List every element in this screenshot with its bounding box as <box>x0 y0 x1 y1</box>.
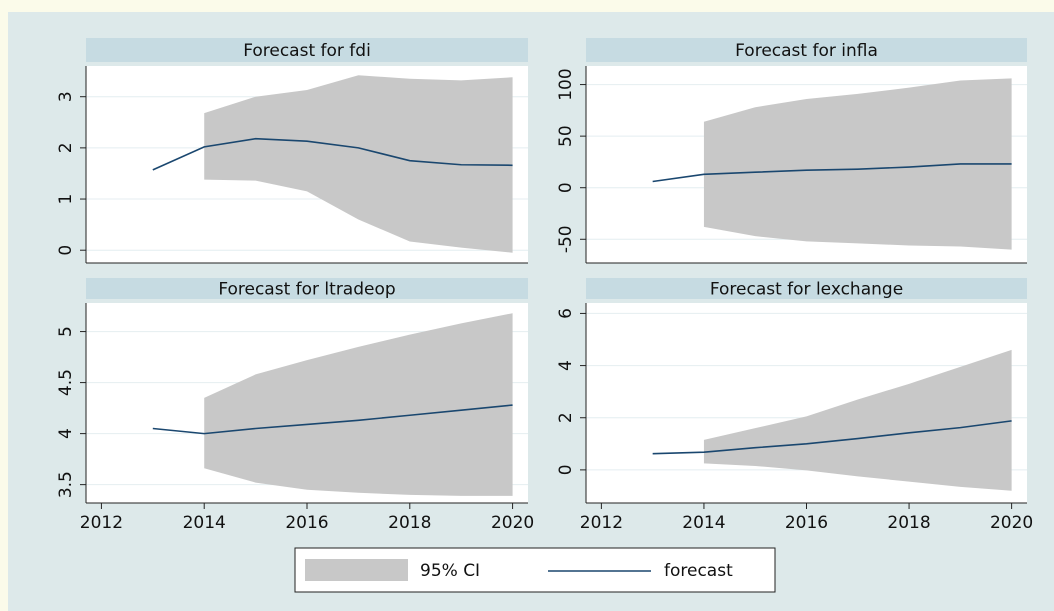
x-tick-label: 2018 <box>887 513 930 533</box>
y-tick-label: 3.5 <box>56 471 76 498</box>
x-tick-label: 2012 <box>580 513 623 533</box>
y-tick-label: 0 <box>556 182 576 193</box>
panel-title: Forecast for ltradeop <box>218 280 395 300</box>
y-tick-label: 4 <box>56 428 76 439</box>
legend-label: forecast <box>664 561 733 581</box>
y-tick-label: 4 <box>556 360 576 371</box>
ci-band <box>204 75 513 253</box>
title-strip <box>586 278 1027 299</box>
x-tick-label: 2016 <box>285 513 328 533</box>
x-tick-label: 2012 <box>80 513 123 533</box>
panel-title: Forecast for fdi <box>243 41 371 61</box>
y-tick-label: 50 <box>556 125 576 147</box>
x-tick-label: 2018 <box>388 513 431 533</box>
y-tick-label: 2 <box>556 412 576 423</box>
panel-title: Forecast for lexchange <box>710 280 903 300</box>
x-tick-label: 2020 <box>990 513 1033 533</box>
y-tick-label: 3 <box>56 91 76 102</box>
forecast-line <box>152 137 513 171</box>
y-tick-label: 2 <box>56 142 76 153</box>
title-strip <box>86 38 528 62</box>
y-tick-label: 0 <box>556 464 576 475</box>
title-strip <box>86 278 528 299</box>
x-tick-label: 2016 <box>785 513 828 533</box>
ci-band <box>703 349 1012 491</box>
forecast-line <box>652 420 1012 455</box>
x-tick-label: 2014 <box>183 513 226 533</box>
forecast-line <box>652 163 1012 183</box>
legend-swatch <box>305 559 408 581</box>
y-tick-label: -50 <box>556 225 576 253</box>
y-tick-label: 0 <box>56 245 76 256</box>
y-tick-label: 1 <box>56 194 76 205</box>
ci-band <box>204 313 513 496</box>
forecast-line <box>152 404 513 435</box>
y-tick-label: 6 <box>556 308 576 319</box>
legend-label: 95% CI <box>420 561 480 581</box>
ci-band <box>703 78 1012 250</box>
y-tick-label: 4.5 <box>56 369 76 396</box>
title-strip <box>586 38 1027 62</box>
y-tick-label: 5 <box>56 326 76 337</box>
panel-title: Forecast for infla <box>735 41 878 61</box>
y-tick-label: 100 <box>556 68 576 100</box>
x-tick-label: 2014 <box>682 513 725 533</box>
x-tick-label: 2020 <box>491 513 534 533</box>
